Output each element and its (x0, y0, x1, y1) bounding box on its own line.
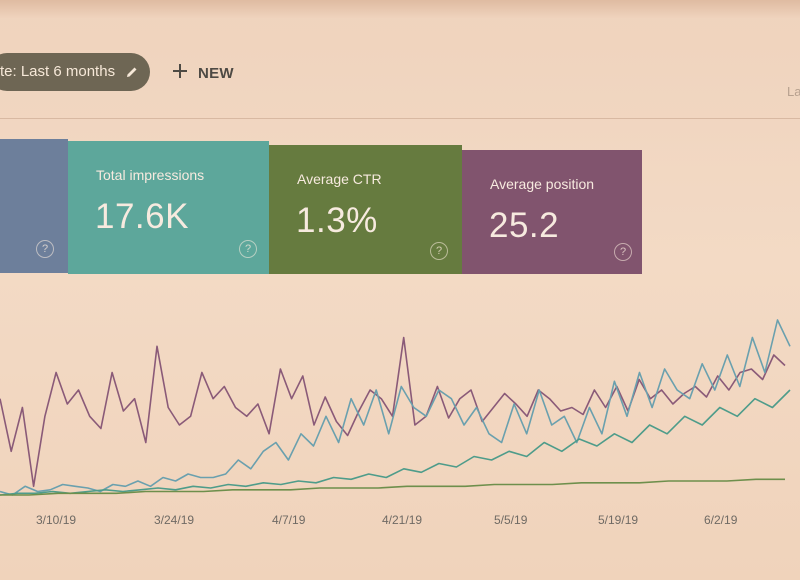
impressions-label: Total impressions (96, 167, 205, 183)
x-tick-label: 4/21/19 (382, 513, 423, 527)
impressions-value: 17.6K (95, 197, 189, 236)
help-icon[interactable]: ? (239, 240, 257, 258)
metric-card-clicks[interactable]: ? (0, 139, 68, 273)
ctr-value: 1.3% (296, 201, 378, 240)
edit-pencil-icon[interactable] (125, 65, 139, 79)
metric-card-impressions[interactable]: Total impressions 17.6K ? (68, 141, 269, 274)
x-tick-label: 5/5/19 (494, 513, 528, 527)
performance-line-chart (0, 319, 791, 496)
series-line-ctr (0, 319, 791, 496)
new-filter-button[interactable]: NEW (172, 60, 234, 86)
position-label: Average position (490, 176, 595, 192)
x-tick-label: 3/24/19 (154, 513, 195, 527)
date-range-label: te: Last 6 months (0, 63, 116, 80)
x-tick-label: 3/10/19 (36, 513, 77, 527)
plus-icon (172, 63, 188, 83)
ctr-label: Average CTR (297, 171, 382, 187)
last-updated-label: La (787, 84, 800, 99)
new-label: NEW (198, 64, 234, 82)
x-tick-label: 4/7/19 (272, 513, 306, 527)
series-line-clicks (0, 389, 791, 496)
series-line-impressions (0, 478, 785, 496)
help-icon[interactable]: ? (430, 242, 448, 260)
help-icon[interactable]: ? (614, 243, 632, 261)
help-icon[interactable]: ? (36, 240, 54, 258)
series-line-position (0, 336, 786, 488)
metric-card-ctr[interactable]: Average CTR 1.3% ? (269, 145, 462, 274)
metric-card-position[interactable]: Average position 25.2 ? (462, 150, 642, 274)
date-range-filter-chip[interactable]: te: Last 6 months (0, 53, 150, 91)
x-tick-label: 5/19/19 (598, 513, 639, 527)
position-value: 25.2 (489, 206, 560, 245)
toolbar-divider (0, 118, 800, 119)
x-tick-label: 6/2/19 (704, 513, 738, 527)
screen-top-edge (0, 0, 800, 18)
